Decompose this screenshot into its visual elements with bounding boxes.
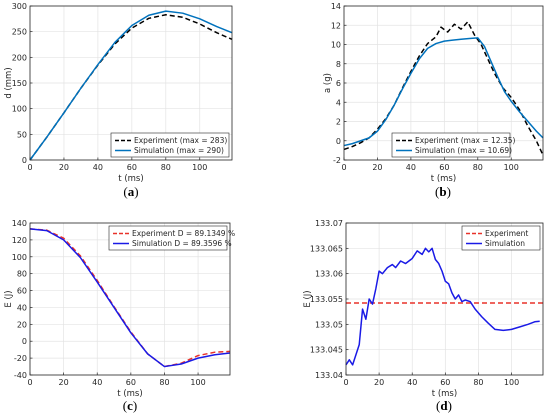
x-axis-label: t (ms)	[118, 174, 143, 184]
axes-frame	[29, 222, 231, 376]
legend-box	[110, 132, 230, 158]
y-tick-label: 133.06	[315, 270, 343, 279]
y-tick-label: 133.05	[315, 320, 343, 329]
x-tick-label: 0	[27, 378, 32, 387]
legend-entry: Simulation (max = 10.69)	[415, 146, 512, 155]
series-line-2	[343, 37, 544, 147]
legend-box	[461, 225, 541, 251]
y-tick-label: 0	[22, 337, 27, 346]
x-tick-label: 20	[374, 378, 384, 387]
x-tick-label: 100	[190, 378, 205, 387]
x-tick-label: 40	[406, 163, 416, 172]
x-tick-label: 20	[59, 378, 69, 387]
y-tick-label: 200	[12, 53, 27, 62]
x-tick-label: 60	[440, 378, 450, 387]
panel-caption: (c)	[123, 398, 137, 413]
y-axis-label: a (g)	[323, 73, 333, 93]
series-line-2	[345, 247, 540, 366]
y-tick-label: 12	[331, 21, 341, 30]
y-tick-label: -2	[333, 156, 341, 165]
x-tick-label: 0	[341, 163, 346, 172]
chart-panel-d: 0 20 40 60 80 100 133.04 133.045 133.05 133.055 13…	[303, 219, 544, 413]
chart-panel-a: 0 20 40 60 80 100 0 50 100 150 200 250 300 t (ms) d (m…	[4, 2, 233, 199]
y-tick-label: 0	[336, 137, 341, 146]
y-tick-label: 80	[17, 270, 27, 279]
panel-caption: (b)	[435, 184, 451, 199]
x-axis-label: t (ms)	[117, 389, 142, 399]
y-tick-label: 133.045	[310, 346, 343, 355]
x-tick-label: 40	[93, 163, 103, 172]
y-tick-label: 2	[336, 118, 341, 127]
legend: Experiment D = 89.1349 %Simulation D = 8…	[108, 225, 235, 251]
x-tick-label: 40	[92, 378, 102, 387]
y-tick-label: 60	[17, 287, 27, 296]
y-tick-label: 133.065	[310, 244, 343, 253]
y-tick-label: 4	[336, 98, 341, 107]
x-axis-label: t (ms)	[432, 389, 457, 399]
y-tick-label: 50	[17, 130, 27, 139]
legend-entry: Experiment (max = 12.35)	[415, 136, 516, 145]
legend-entry: Experiment (max = 283)	[134, 136, 227, 145]
x-tick-label: 100	[504, 163, 519, 172]
y-tick-label: 300	[12, 2, 27, 11]
x-tick-label: 80	[473, 163, 483, 172]
y-tick-label: 100	[12, 253, 27, 262]
series-line-2	[29, 228, 231, 368]
x-tick-label: 60	[127, 163, 137, 172]
y-tick-label: -40	[14, 371, 27, 380]
y-axis-label: d (mm)	[4, 67, 14, 98]
x-tick-label: 0	[27, 163, 32, 172]
legend-box	[391, 132, 511, 158]
legend-entry: Simulation D = 89.3596 %	[132, 239, 232, 248]
series-line-2	[29, 10, 233, 161]
y-tick-label: 150	[12, 79, 27, 88]
x-tick-label: 100	[192, 163, 207, 172]
panel-caption: (d)	[436, 398, 452, 413]
y-tick-label: 10	[331, 41, 341, 50]
x-tick-label: 0	[343, 378, 348, 387]
y-tick-label: 8	[336, 60, 341, 69]
legend-entry: Simulation	[485, 239, 525, 248]
legend-entry: Experiment	[485, 229, 528, 238]
x-tick-label: 20	[372, 163, 382, 172]
x-tick-label: 100	[504, 378, 519, 387]
y-tick-label: 120	[12, 236, 27, 245]
x-axis-label: t (ms)	[431, 174, 456, 184]
x-tick-label: 20	[59, 163, 69, 172]
y-tick-label: 133.055	[310, 295, 343, 304]
y-tick-label: 14	[331, 2, 341, 11]
x-tick-label: 80	[159, 378, 169, 387]
chart-panel-c: 0 20 40 60 80 100 -40 -20 0 20 40 60 80 100 120 140 t (m…	[4, 219, 235, 413]
y-tick-label: 133.04	[315, 371, 343, 380]
panel-caption: (a)	[123, 184, 138, 199]
x-tick-label: 80	[473, 378, 483, 387]
y-tick-label: 133.07	[315, 219, 343, 228]
x-tick-label: 80	[161, 163, 171, 172]
legend-entry: Experiment D = 89.1349 %	[132, 229, 235, 238]
legend: Experiment (max = 283)Simulation (max = …	[110, 132, 230, 158]
x-tick-label: 60	[439, 163, 449, 172]
legend: Experiment (max = 12.35)Simulation (max …	[391, 132, 516, 158]
x-tick-label: 60	[126, 378, 136, 387]
legend-box	[108, 225, 228, 251]
y-tick-label: 40	[17, 303, 27, 312]
y-tick-label: 250	[12, 28, 27, 37]
y-axis-label: E (J)	[4, 290, 14, 307]
y-axis-label: E (J)	[303, 290, 313, 307]
y-tick-label: 20	[17, 320, 27, 329]
y-tick-label: 100	[12, 105, 27, 114]
y-tick-label: -20	[14, 354, 27, 363]
y-tick-label: 6	[336, 79, 341, 88]
y-tick-label: 140	[12, 219, 27, 228]
series-line-1	[343, 21, 544, 156]
x-tick-label: 40	[407, 378, 417, 387]
series-line-1	[29, 228, 231, 368]
legend-entry: Simulation (max = 290)	[134, 146, 224, 155]
y-tick-label: 0	[22, 156, 27, 165]
